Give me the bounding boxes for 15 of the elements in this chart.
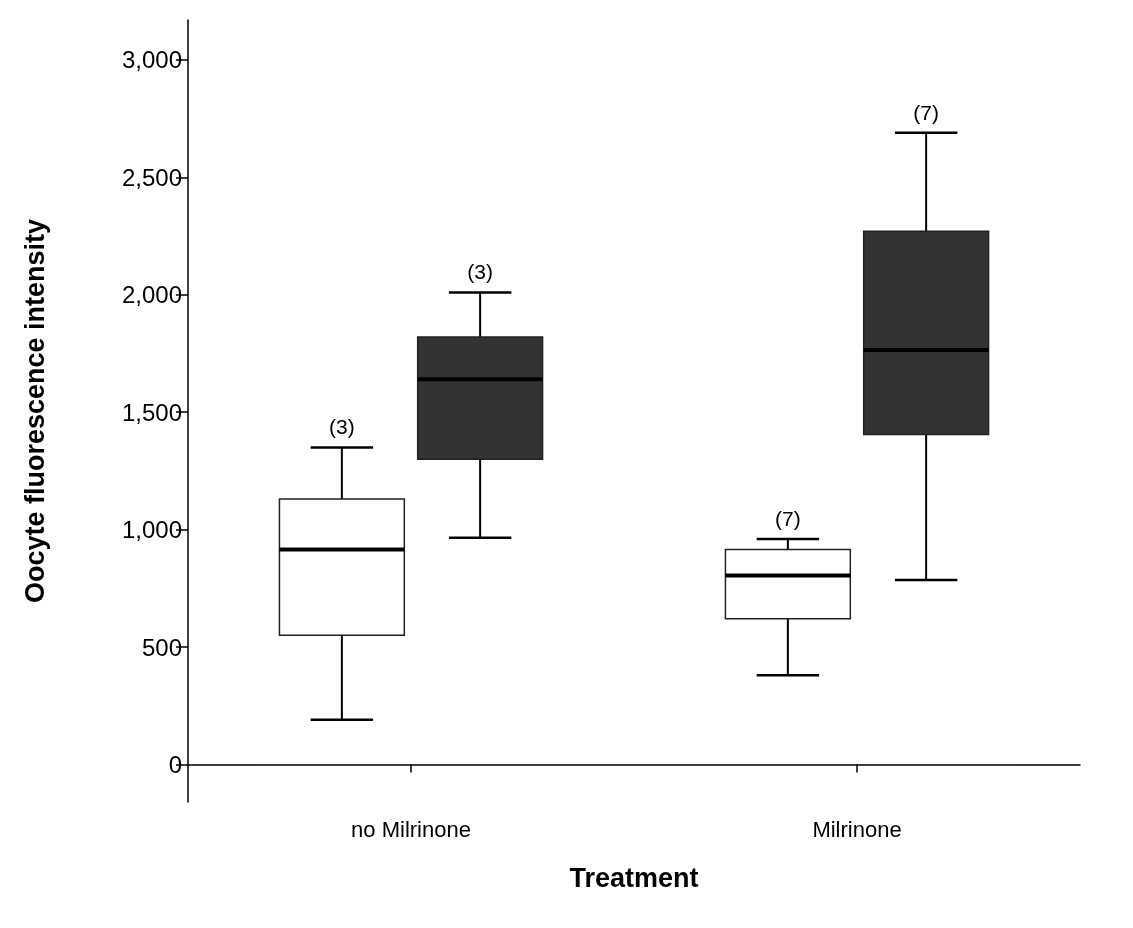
annotation: (3)	[329, 415, 355, 439]
y-tick-label: 0	[168, 750, 182, 778]
y-tick-label: 3,000	[121, 46, 182, 74]
y-tick-label: 1,500	[121, 398, 182, 426]
y-tick-label: 500	[141, 633, 182, 661]
y-tick-label: 2,000	[121, 281, 182, 309]
y-tick-label: 1,000	[121, 516, 182, 544]
y-axis-title: Oocyte fluorescence intensity	[19, 218, 50, 604]
x-tick-label: Milrinone	[812, 816, 902, 842]
y-tick-label: 2,500	[121, 163, 182, 191]
annotation: (7)	[775, 506, 801, 530]
x-axis-title: Treatment	[569, 862, 699, 893]
annotation: (3)	[467, 260, 493, 284]
annotation: (7)	[913, 100, 939, 124]
x-tick-label: no Milrinone	[351, 816, 471, 842]
